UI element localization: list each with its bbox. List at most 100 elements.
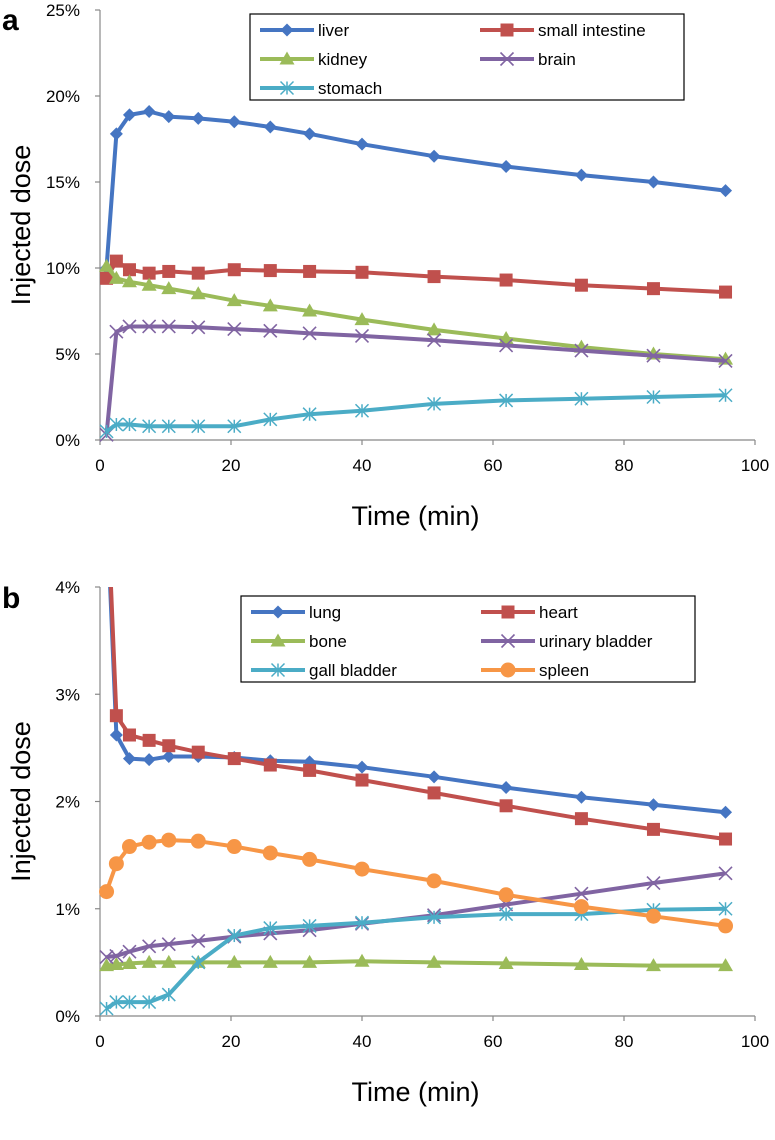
data-point	[426, 333, 442, 348]
data-point	[355, 137, 369, 151]
data-point	[573, 957, 589, 971]
data-point	[427, 786, 441, 800]
legend-item: bone	[251, 632, 347, 651]
legend: liver small intestine kidney brain stomach	[249, 13, 685, 101]
data-point	[574, 790, 588, 804]
legend-label: spleen	[539, 661, 589, 680]
series-heart	[108, 587, 733, 846]
legend-item: small intestine	[480, 21, 646, 40]
panel-b: b 0% 1% 2% 3% 4% 0 20 40 60 80 100 Time (min) Injecte…	[2, 578, 769, 1107]
data-point	[719, 832, 733, 846]
y-tick-label: 15%	[46, 173, 80, 192]
data-point	[191, 419, 206, 434]
data-point	[122, 108, 136, 122]
x-tick-label: 100	[741, 456, 769, 475]
data-point	[354, 328, 370, 344]
data-point	[142, 753, 156, 767]
legend-item: spleen	[481, 661, 589, 680]
data-point	[263, 758, 277, 772]
data-point	[108, 270, 124, 284]
data-point	[718, 388, 733, 403]
legend-label: liver	[318, 21, 350, 40]
x-axis-title: Time (min)	[352, 501, 480, 531]
data-point	[227, 115, 241, 129]
data-point	[718, 866, 733, 881]
data-point	[426, 954, 442, 968]
series-line	[104, 838, 726, 928]
legend-label: urinary bladder	[539, 632, 653, 651]
x-tick-label: 80	[615, 1032, 634, 1051]
legend-item: lung	[251, 603, 341, 622]
data-point	[162, 110, 176, 124]
x-tick-label: 0	[95, 456, 104, 475]
data-point	[302, 851, 318, 867]
data-point	[427, 770, 441, 784]
data-point	[191, 955, 206, 970]
legend-item: heart	[481, 603, 578, 622]
data-point	[99, 424, 114, 439]
x-tick-label: 60	[484, 456, 503, 475]
x-tick-label: 20	[222, 1032, 241, 1051]
data-point	[161, 419, 176, 434]
plot-area	[99, 587, 734, 1016]
data-point	[109, 127, 123, 141]
data-point	[121, 274, 137, 288]
data-point	[161, 954, 177, 968]
data-point	[191, 745, 205, 759]
y-axis-title: Injected dose	[6, 721, 36, 882]
data-point	[499, 907, 514, 922]
data-point	[109, 728, 123, 742]
y-tick-label: 3%	[55, 685, 80, 704]
data-point	[354, 953, 370, 967]
data-point	[226, 954, 242, 968]
series-stomach	[99, 388, 733, 439]
panel-label: b	[2, 582, 20, 615]
legend-marker	[270, 662, 286, 678]
data-point	[190, 833, 206, 849]
data-point	[646, 348, 661, 363]
data-point	[499, 799, 513, 813]
data-point	[161, 319, 176, 334]
data-point	[99, 258, 115, 272]
series-line	[104, 109, 726, 269]
data-point	[142, 939, 157, 954]
legend-item: stomach	[260, 79, 382, 98]
data-point	[263, 921, 278, 936]
data-point	[263, 412, 278, 427]
data-point	[498, 955, 514, 969]
series-small-intestine	[100, 254, 733, 299]
data-point	[573, 899, 589, 915]
legend-box	[249, 13, 685, 101]
series-liver	[100, 104, 733, 275]
data-point	[142, 733, 156, 747]
series-kidney	[99, 258, 734, 365]
y-tick-label: 20%	[46, 87, 80, 106]
legend-marker	[501, 605, 515, 619]
data-point	[161, 937, 176, 952]
data-point	[574, 168, 588, 182]
data-point	[100, 271, 114, 285]
data-point	[109, 254, 123, 268]
data-point	[355, 265, 369, 279]
data-point	[190, 286, 206, 300]
x-tick-label: 40	[353, 1032, 372, 1051]
data-point	[574, 812, 588, 826]
data-point	[122, 752, 136, 766]
legend-label: kidney	[318, 50, 368, 69]
data-point	[719, 285, 733, 299]
x-tick-label: 60	[484, 1032, 503, 1051]
data-point	[122, 319, 137, 334]
data-point	[719, 184, 733, 198]
legend-marker	[500, 633, 516, 649]
data-point	[226, 839, 242, 855]
data-point	[99, 884, 115, 900]
y-axis-title: Injected dose	[6, 145, 36, 306]
data-point	[109, 417, 124, 432]
data-point	[302, 918, 317, 933]
x-tick-label: 80	[615, 456, 634, 475]
data-point	[162, 264, 176, 278]
data-point	[427, 149, 441, 163]
data-point	[142, 266, 156, 280]
data-point	[227, 752, 241, 766]
data-point	[645, 908, 661, 924]
